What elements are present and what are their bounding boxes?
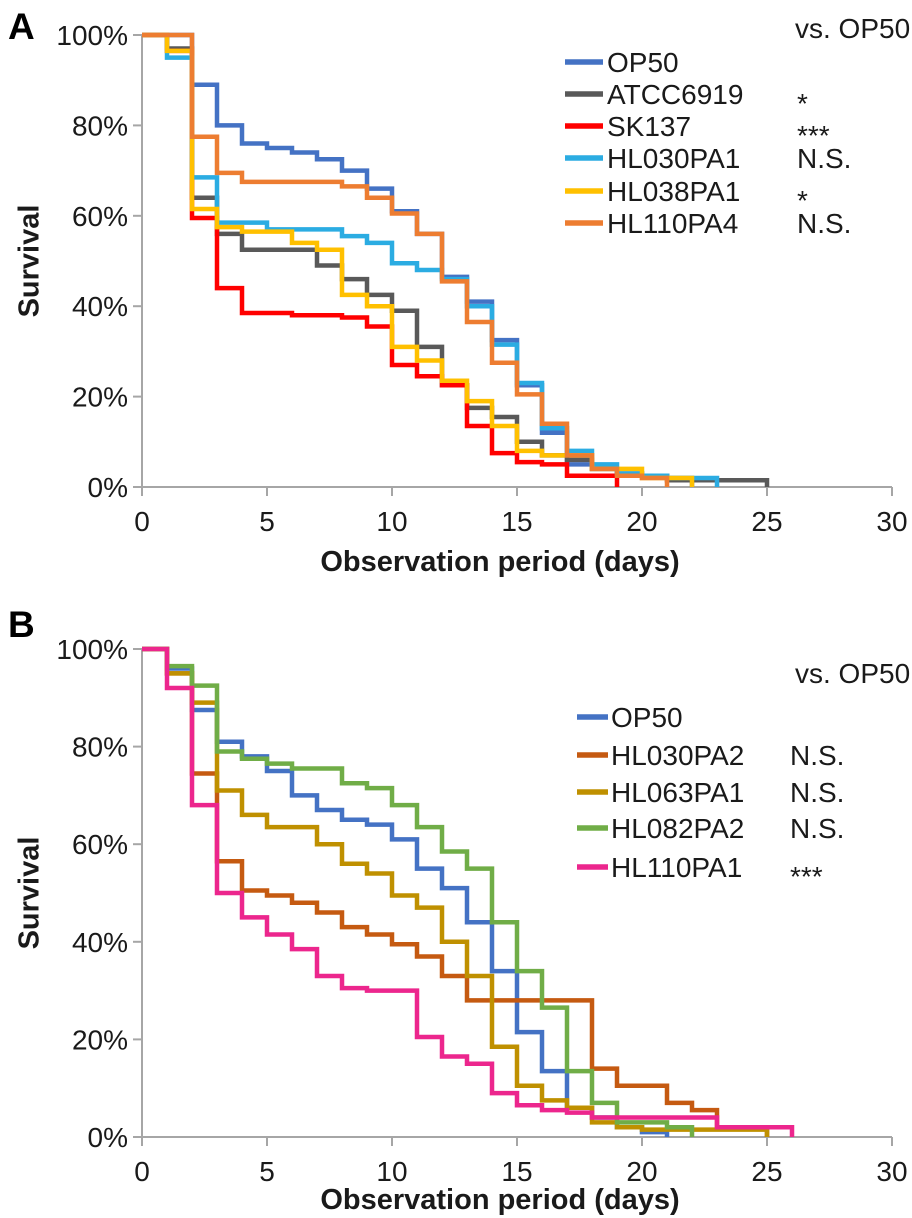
- y-tick-label: 0%: [88, 472, 128, 503]
- x-tick-label: 10: [376, 1156, 407, 1187]
- y-tick-label: 100%: [56, 634, 128, 665]
- series-HL082PA2: [142, 646, 695, 1137]
- significance-SK137: ***: [797, 120, 830, 151]
- x-tick-label: 0: [134, 506, 150, 537]
- legend-label-SK137: SK137: [607, 111, 691, 142]
- y-tick-label: 0%: [88, 1122, 128, 1153]
- legend-label-HL082PA2: HL082PA2: [611, 813, 744, 844]
- y-tick-label: 20%: [72, 1024, 128, 1055]
- panel-a-xlabel: Observation period (days): [320, 546, 680, 578]
- y-tick-label: 80%: [72, 732, 128, 763]
- legend-title: vs. OP50: [795, 13, 910, 44]
- x-tick-label: 5: [259, 1156, 275, 1187]
- legend-label-OP50: OP50: [607, 47, 679, 78]
- series-HL110PA4: [142, 32, 670, 487]
- x-tick-label: 30: [876, 1156, 907, 1187]
- series-HL110PA1: [142, 646, 795, 1137]
- significance-HL063PA1: N.S.: [790, 777, 844, 808]
- y-tick-label: 40%: [72, 927, 128, 958]
- significance-ATCC6919: *: [797, 88, 808, 119]
- panel-a-chart: 100% 80% 60% 40% 20% 0%0 5 10 15 20 25 30 vs. OP50 OP…: [56, 13, 910, 537]
- legend-label-HL030PA2: HL030PA2: [611, 740, 744, 771]
- x-tick-label: 20: [626, 1156, 657, 1187]
- significance-HL030PA1: N.S.: [797, 143, 851, 174]
- legend-label-ATCC6919: ATCC6919: [607, 79, 743, 110]
- legend-label-HL063PA1: HL063PA1: [611, 777, 744, 808]
- significance-HL110PA1: ***: [790, 861, 823, 892]
- x-tick-label: 10: [376, 506, 407, 537]
- legend-label-HL038PA1: HL038PA1: [607, 176, 740, 207]
- significance-HL038PA1: *: [797, 185, 808, 216]
- legend-label-HL110PA4: HL110PA4: [607, 208, 738, 239]
- x-tick-label: 15: [501, 506, 532, 537]
- x-tick-label: 25: [751, 506, 782, 537]
- legend-label-HL030PA1: HL030PA1: [607, 143, 740, 174]
- x-tick-label: 30: [876, 506, 907, 537]
- panel-a-letter: A: [8, 6, 35, 47]
- panel-b-letter: B: [8, 604, 35, 645]
- series-HL038PA1: [142, 32, 695, 487]
- x-tick-label: 25: [751, 1156, 782, 1187]
- y-tick-label: 60%: [72, 829, 128, 860]
- y-tick-label: 80%: [72, 110, 128, 141]
- significance-HL030PA2: N.S.: [790, 740, 844, 771]
- y-tick-label: 100%: [56, 20, 128, 51]
- panel-b-chart: 100% 80% 60% 40% 20% 0%0 5 10 15 20 25 30 vs. OP50 OP…: [56, 634, 910, 1187]
- significance-HL082PA2: N.S.: [790, 813, 844, 844]
- significance-HL110PA4: N.S.: [797, 208, 851, 239]
- legend-label-OP50: OP50: [611, 702, 683, 733]
- y-tick-label: 40%: [72, 291, 128, 322]
- panel-b-xlabel: Observation period (days): [320, 1184, 680, 1216]
- legend-title: vs. OP50: [795, 658, 910, 689]
- series-SK137: [142, 32, 620, 487]
- y-tick-label: 20%: [72, 382, 128, 413]
- y-tick-label: 60%: [72, 201, 128, 232]
- x-tick-label: 0: [134, 1156, 150, 1187]
- legend-label-HL110PA1: HL110PA1: [611, 852, 742, 883]
- x-tick-label: 20: [626, 506, 657, 537]
- x-tick-label: 5: [259, 506, 275, 537]
- x-tick-label: 15: [501, 1156, 532, 1187]
- series-HL030PA2: [142, 646, 770, 1137]
